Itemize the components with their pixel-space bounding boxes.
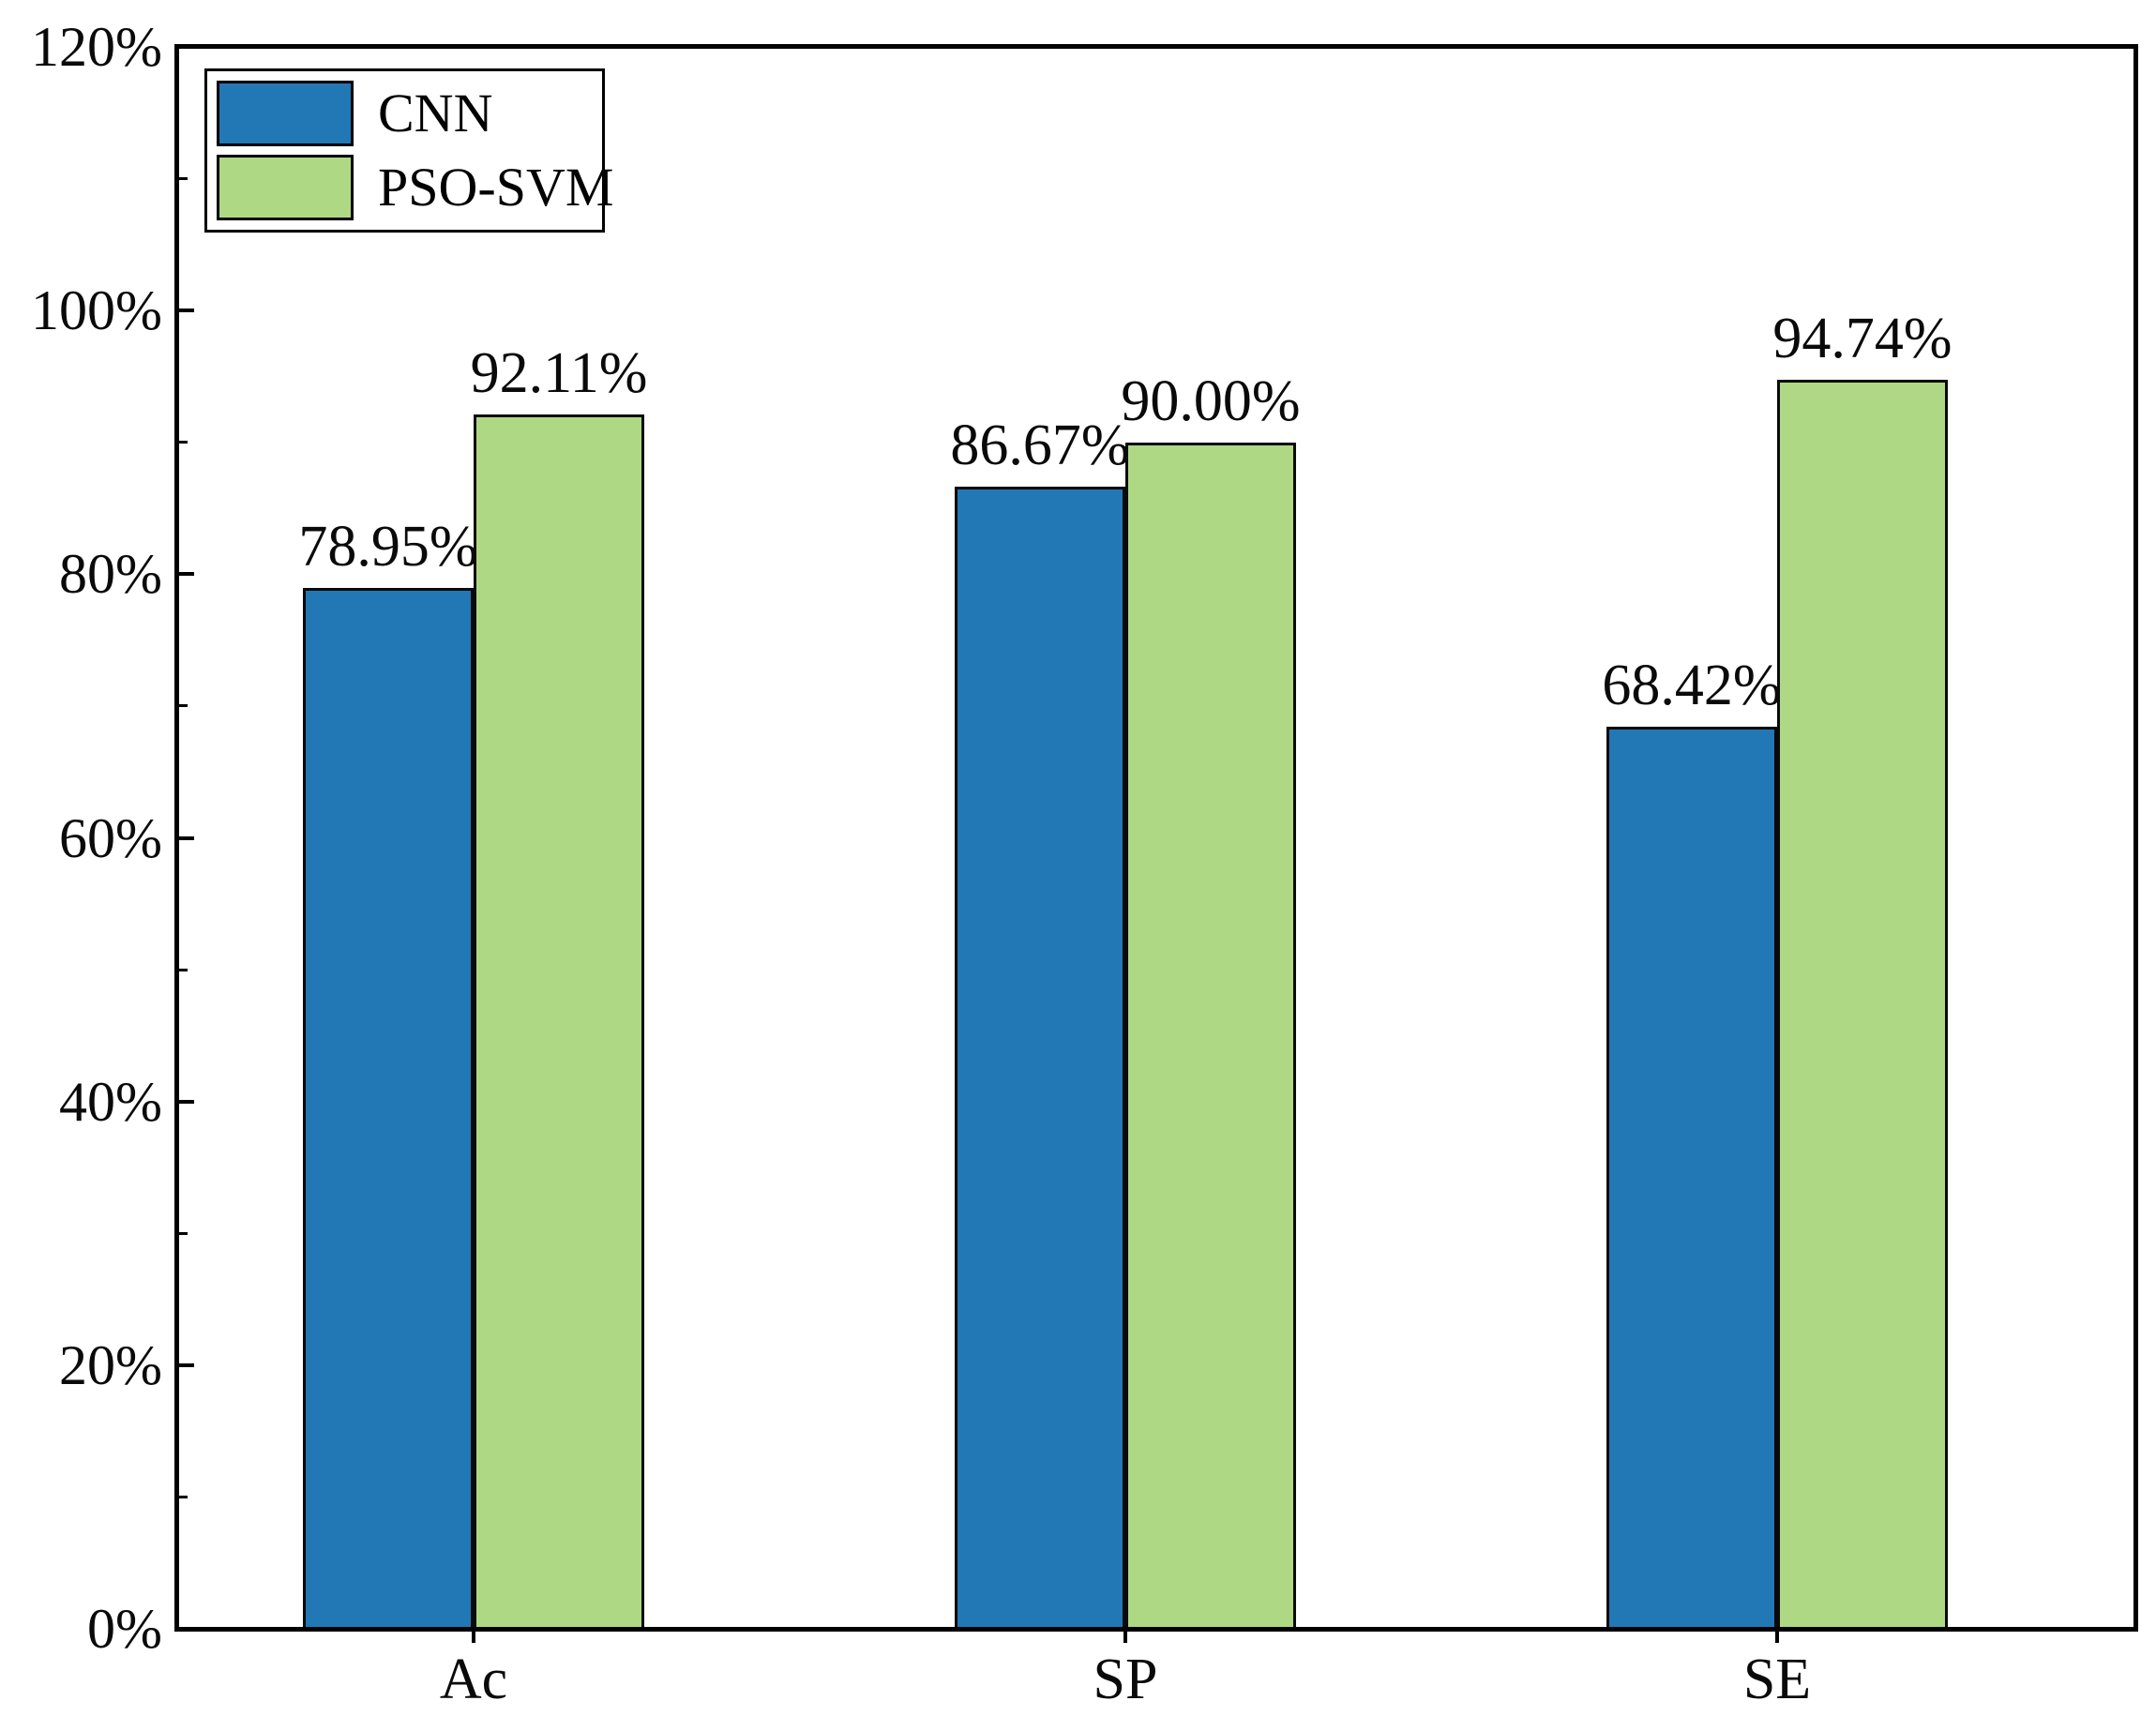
y-minor-tick (179, 1495, 188, 1498)
bar-pso-svm-ac (474, 414, 644, 1630)
y-tick-label: 60% (59, 806, 162, 869)
bar-value-label: 86.67% (950, 413, 1130, 477)
plot-area (174, 44, 2138, 1632)
bar-value-label: 68.42% (1602, 654, 1782, 718)
y-tick-label: 120% (31, 16, 162, 78)
y-tick-label: 100% (31, 279, 162, 342)
y-minor-tick (179, 704, 188, 708)
legend-label-pso-svm: PSO-SVM (378, 156, 614, 218)
y-tick-label: 20% (59, 1333, 162, 1396)
bar-pso-svm-sp (1125, 442, 1296, 1630)
legend-item-pso-svm: PSO-SVM (217, 154, 613, 220)
bar-value-label: 90.00% (1121, 369, 1301, 433)
legend-label-cnn: CNN (378, 83, 493, 144)
y-major-tick (179, 572, 194, 577)
y-major-tick (179, 45, 194, 49)
legend-item-cnn: CNN (217, 81, 593, 147)
legend-swatch-cnn (217, 81, 354, 147)
y-major-tick (179, 1627, 194, 1631)
x-category-label: SP (1093, 1648, 1158, 1711)
legend: CNN PSO-SVM (204, 68, 613, 233)
legend-swatch-pso-svm (217, 154, 354, 220)
bar-cnn-sp (955, 486, 1125, 1630)
bar-pso-svm-se (1777, 380, 1948, 1630)
bar-value-label: 94.74% (1772, 307, 1952, 371)
y-minor-tick (179, 177, 188, 181)
bar-value-label: 92.11% (470, 341, 648, 406)
x-major-tick (1775, 1632, 1779, 1643)
y-major-tick (179, 1362, 194, 1367)
x-category-label: Ac (439, 1648, 508, 1711)
y-major-tick (179, 835, 194, 840)
x-category-label: SE (1742, 1648, 1812, 1711)
bar-cnn-ac (303, 588, 474, 1630)
x-major-tick (1123, 1632, 1127, 1643)
y-tick-label: 40% (59, 1070, 162, 1133)
bar-value-label: 78.95% (298, 515, 478, 580)
y-tick-label: 0% (87, 1598, 162, 1660)
y-tick-label: 80% (59, 543, 162, 606)
y-minor-tick (179, 1231, 188, 1235)
x-major-tick (472, 1632, 475, 1643)
y-major-tick (179, 1099, 194, 1104)
y-minor-tick (179, 968, 188, 971)
y-major-tick (179, 309, 194, 313)
bar-cnn-se (1606, 727, 1777, 1630)
y-minor-tick (179, 441, 188, 444)
